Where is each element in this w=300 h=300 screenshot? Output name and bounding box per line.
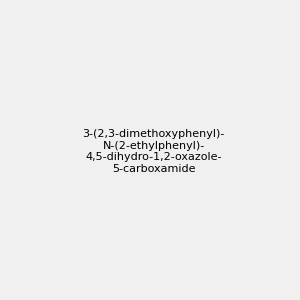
Text: 3-(2,3-dimethoxyphenyl)-
N-(2-ethylphenyl)-
4,5-dihydro-1,2-oxazole-
5-carboxami: 3-(2,3-dimethoxyphenyl)- N-(2-ethylpheny… (82, 129, 225, 174)
